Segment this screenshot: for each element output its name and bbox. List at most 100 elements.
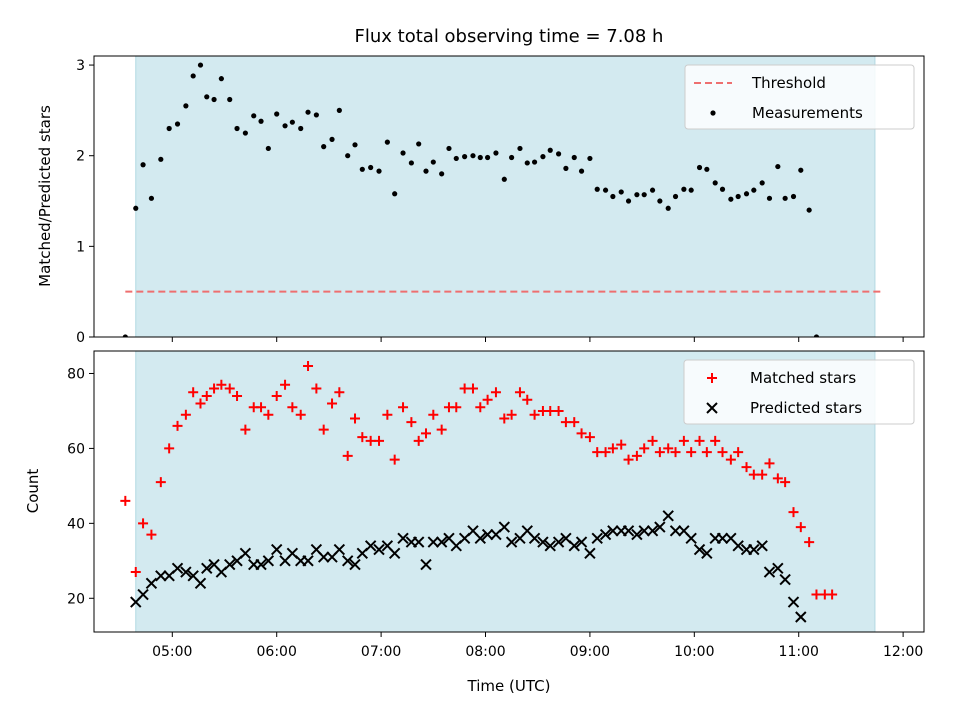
series-matched-stars xyxy=(120,360,838,600)
data-point xyxy=(717,447,728,458)
data-point xyxy=(436,424,447,435)
data-point xyxy=(704,166,710,172)
data-point xyxy=(514,387,525,398)
data-point xyxy=(295,409,306,420)
data-point xyxy=(311,383,322,394)
data-point xyxy=(545,405,556,416)
data-point xyxy=(568,540,580,552)
data-point xyxy=(398,402,409,413)
chart-title: Flux total observing time = 7.08 h xyxy=(355,26,664,47)
data-point xyxy=(317,551,330,563)
data-point xyxy=(591,532,603,545)
data-point xyxy=(146,529,157,540)
data-point xyxy=(693,543,706,556)
data-point xyxy=(274,111,280,117)
data-point xyxy=(563,165,569,171)
data-point xyxy=(298,125,304,132)
data-point xyxy=(180,566,192,578)
data-point xyxy=(631,450,642,461)
data-point xyxy=(576,428,587,439)
data-point xyxy=(501,176,507,182)
data-point xyxy=(435,536,448,548)
data-point xyxy=(751,187,757,193)
data-point xyxy=(289,119,295,125)
data-point xyxy=(474,532,486,545)
data-point xyxy=(505,536,518,548)
data-point xyxy=(685,532,697,545)
data-point xyxy=(133,205,139,211)
data-point xyxy=(481,528,494,541)
data-point xyxy=(775,163,781,170)
plot-area xyxy=(122,62,885,337)
data-point xyxy=(166,125,172,132)
y-tick-label: 20 xyxy=(67,591,85,607)
data-point xyxy=(780,477,791,488)
y-tick-label: 1 xyxy=(76,239,85,255)
data-point xyxy=(197,62,204,68)
data-point xyxy=(575,536,588,548)
data-point xyxy=(795,611,807,623)
data-point xyxy=(493,150,499,156)
data-point xyxy=(623,454,634,465)
data-point xyxy=(388,547,401,560)
data-point xyxy=(421,428,431,439)
data-point xyxy=(218,76,224,82)
data-point xyxy=(251,113,257,119)
data-point xyxy=(477,154,483,161)
legend-label: Measurements xyxy=(752,104,863,122)
data-point xyxy=(719,186,726,192)
data-point xyxy=(201,390,212,401)
data-point xyxy=(759,180,765,186)
data-point xyxy=(155,570,167,582)
data-point xyxy=(240,424,251,435)
data-point xyxy=(779,573,791,586)
data-point xyxy=(420,558,432,571)
data-point xyxy=(216,379,227,390)
data-point xyxy=(804,537,815,548)
data-point xyxy=(725,454,736,465)
data-point xyxy=(334,387,345,398)
data-point xyxy=(188,387,199,398)
data-point xyxy=(384,139,390,145)
data-point xyxy=(587,155,593,162)
axes-frame xyxy=(93,350,925,633)
data-point xyxy=(602,187,609,193)
data-point xyxy=(164,443,175,454)
data-point xyxy=(710,435,721,446)
legend-box xyxy=(683,359,915,425)
data-point xyxy=(172,420,183,431)
data-point xyxy=(741,462,752,473)
data-point xyxy=(607,525,619,537)
data-point xyxy=(467,383,478,394)
data-point xyxy=(610,193,616,200)
data-point xyxy=(423,168,429,174)
data-point xyxy=(555,151,562,157)
data-point xyxy=(256,402,267,413)
data-point xyxy=(470,153,476,159)
data-point xyxy=(270,543,283,556)
data-point xyxy=(352,142,358,148)
axes-frame xyxy=(93,55,925,338)
data-point xyxy=(412,536,425,548)
data-point xyxy=(764,458,775,469)
count-panel: 05:00 06:00 07:00 08:00 09:00 10:00 11:00 12:00… xyxy=(67,350,925,660)
data-point xyxy=(302,555,314,567)
data-point xyxy=(657,198,663,204)
data-point xyxy=(509,154,515,161)
data-point xyxy=(600,447,611,458)
data-point xyxy=(263,409,274,420)
data-point xyxy=(811,589,822,600)
data-point xyxy=(183,103,189,109)
data-point xyxy=(365,435,376,446)
data-point xyxy=(733,447,744,458)
data-point xyxy=(782,195,788,201)
data-point xyxy=(258,118,264,124)
data-point xyxy=(397,532,409,545)
legend-label: Predicted stars xyxy=(750,399,862,417)
ratio-y-axis-label: Matched/Predicted stars xyxy=(36,105,54,287)
data-point xyxy=(696,164,703,171)
y-tick-label: 3 xyxy=(76,58,85,74)
legend-marker xyxy=(707,373,717,383)
data-point xyxy=(158,156,164,162)
